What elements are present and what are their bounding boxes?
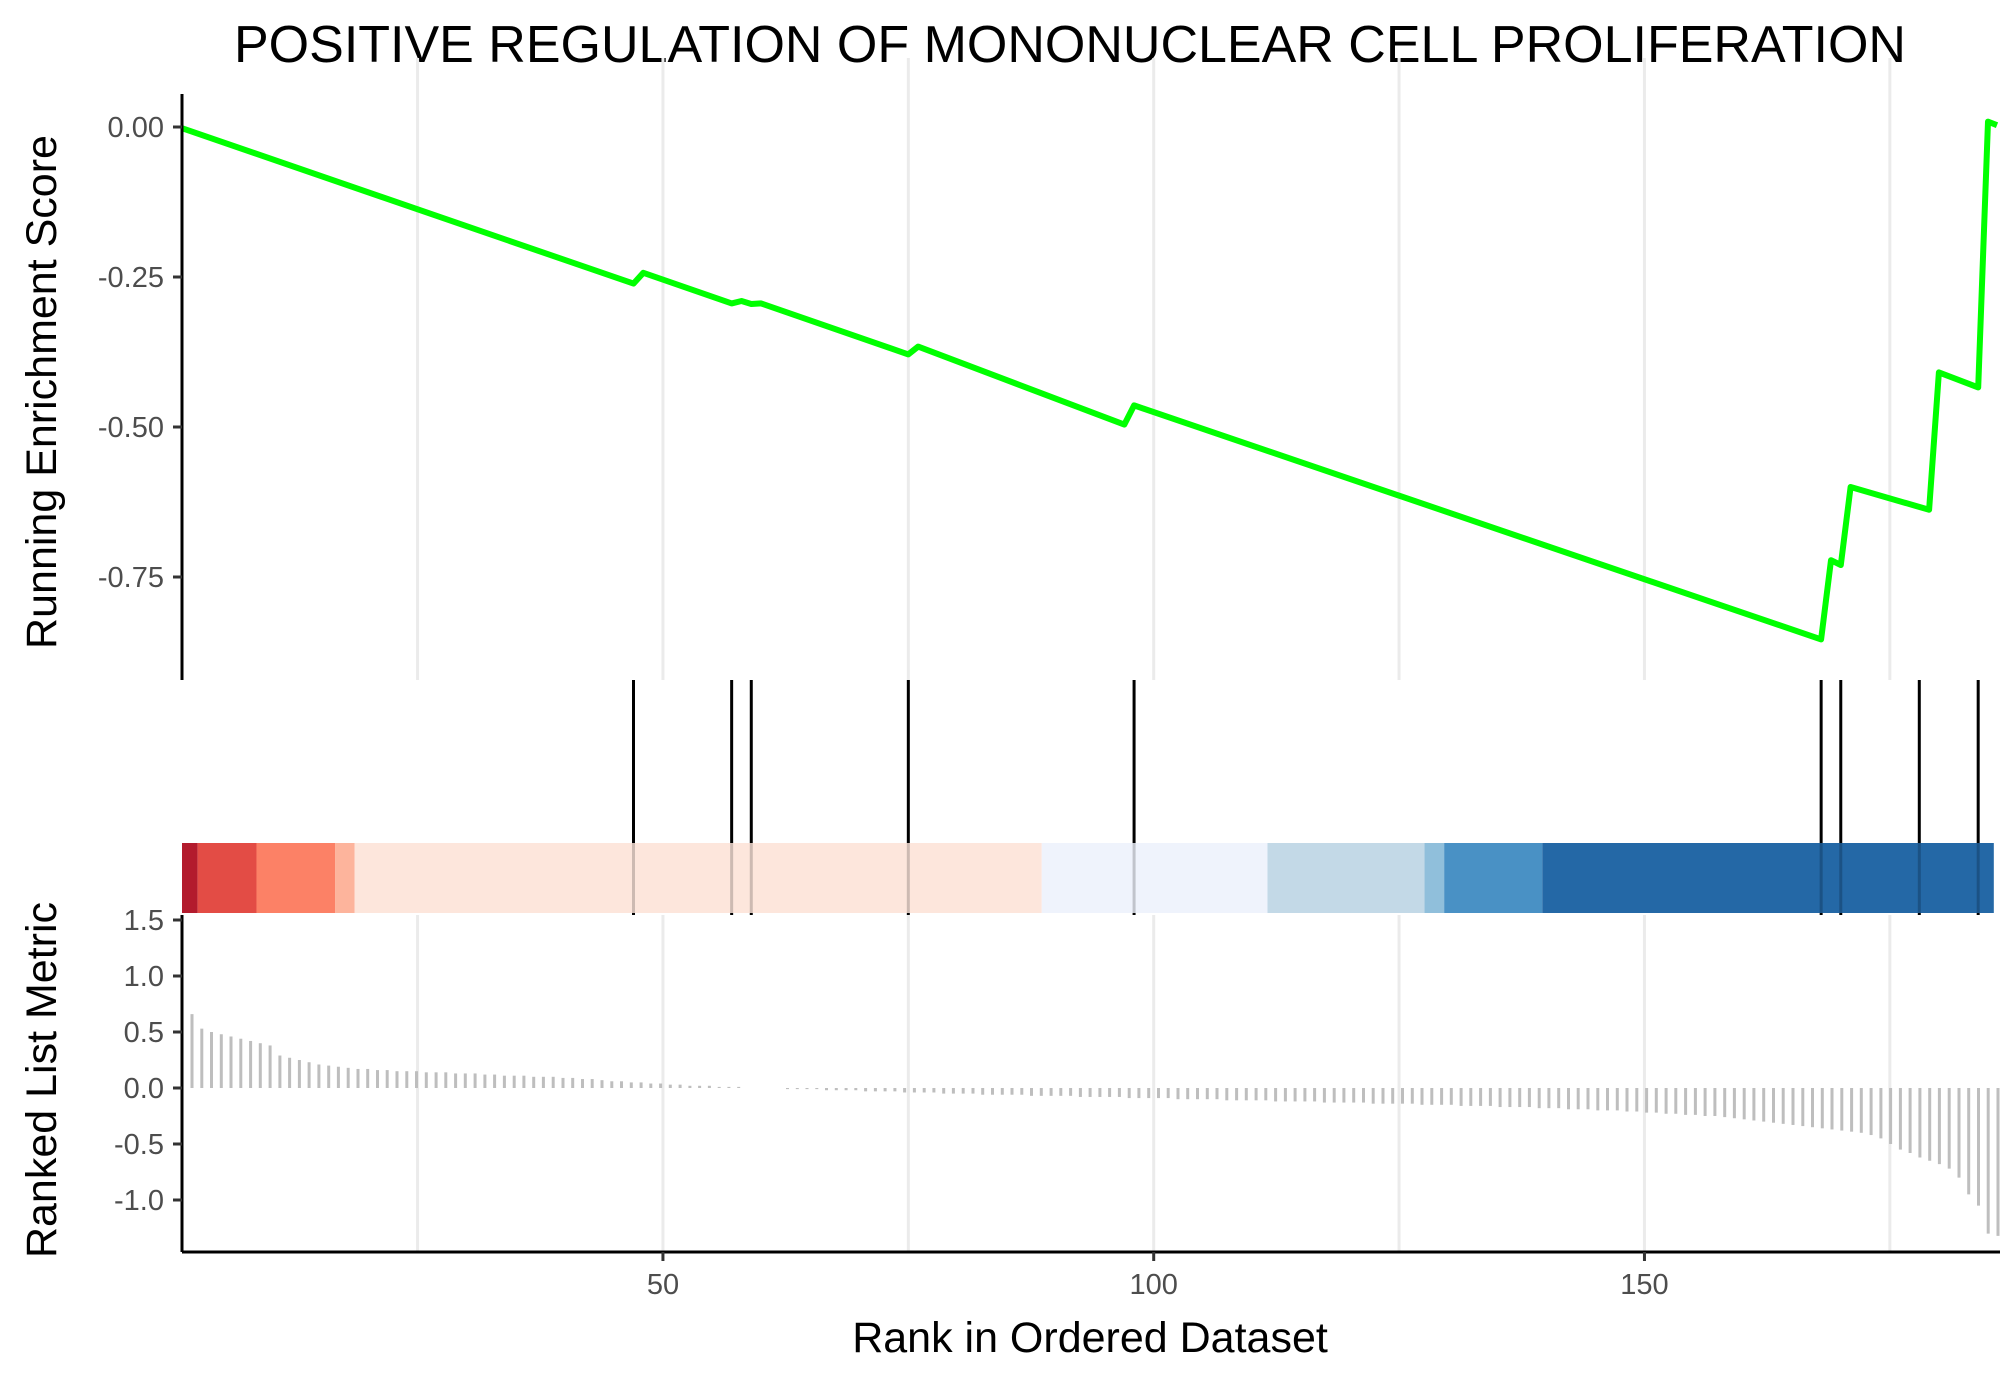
axes [180,94,2000,1254]
rank-color-bands [182,843,1994,913]
color-band [197,843,257,913]
y-tick-label-top: -0.75 [98,562,164,594]
y-tick-label-bottom: -1.0 [114,1185,164,1217]
y-tick-label-bottom: -0.5 [114,1129,164,1161]
x-tick-label: 150 [1620,1269,1668,1301]
y-axis-title-bottom: Ranked List Metric [18,902,66,1258]
color-band [335,843,355,913]
x-tick-label: 100 [1130,1269,1178,1301]
y-tick-label-bottom: 1.0 [124,961,164,993]
color-band [1542,843,1994,913]
ranked-metric-bars [190,1014,2000,1236]
color-band [1424,843,1445,913]
y-tick-label-bottom: 0.0 [124,1073,164,1105]
x-tick-label: 50 [647,1269,679,1301]
color-band [256,843,336,913]
chart-title: POSITIVE REGULATION OF MONONUCLEAR CELL … [234,16,1906,74]
y-tick-label-top: -0.25 [98,262,164,294]
color-band [354,843,1042,913]
y-axis-title-top: Running Enrichment Score [18,135,66,649]
color-band [1041,843,1268,913]
color-band [182,843,198,913]
color-band [1267,843,1425,913]
y-tick-label-bottom: 0.5 [124,1017,164,1049]
tick-labels: 0.00 -0.25 -0.50 -0.75 1.5 1.0 0.5 0.0 -0.5 -1.0 5… [98,112,1669,1301]
y-tick-label-top: -0.50 [98,412,164,444]
color-band [1444,843,1543,913]
grid-bottom [416,915,1892,1252]
running-es-line [181,118,1999,643]
x-axis-title: Rank in Ordered Dataset [852,1314,1328,1362]
grid-top [416,58,1892,680]
y-tick-label-bottom: 1.5 [124,905,164,937]
y-tick-label-top: 0.00 [108,112,164,144]
